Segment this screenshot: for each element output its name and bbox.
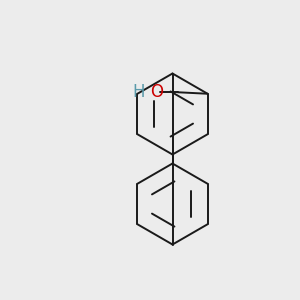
Text: H: H xyxy=(132,83,145,101)
Text: O: O xyxy=(150,83,163,101)
